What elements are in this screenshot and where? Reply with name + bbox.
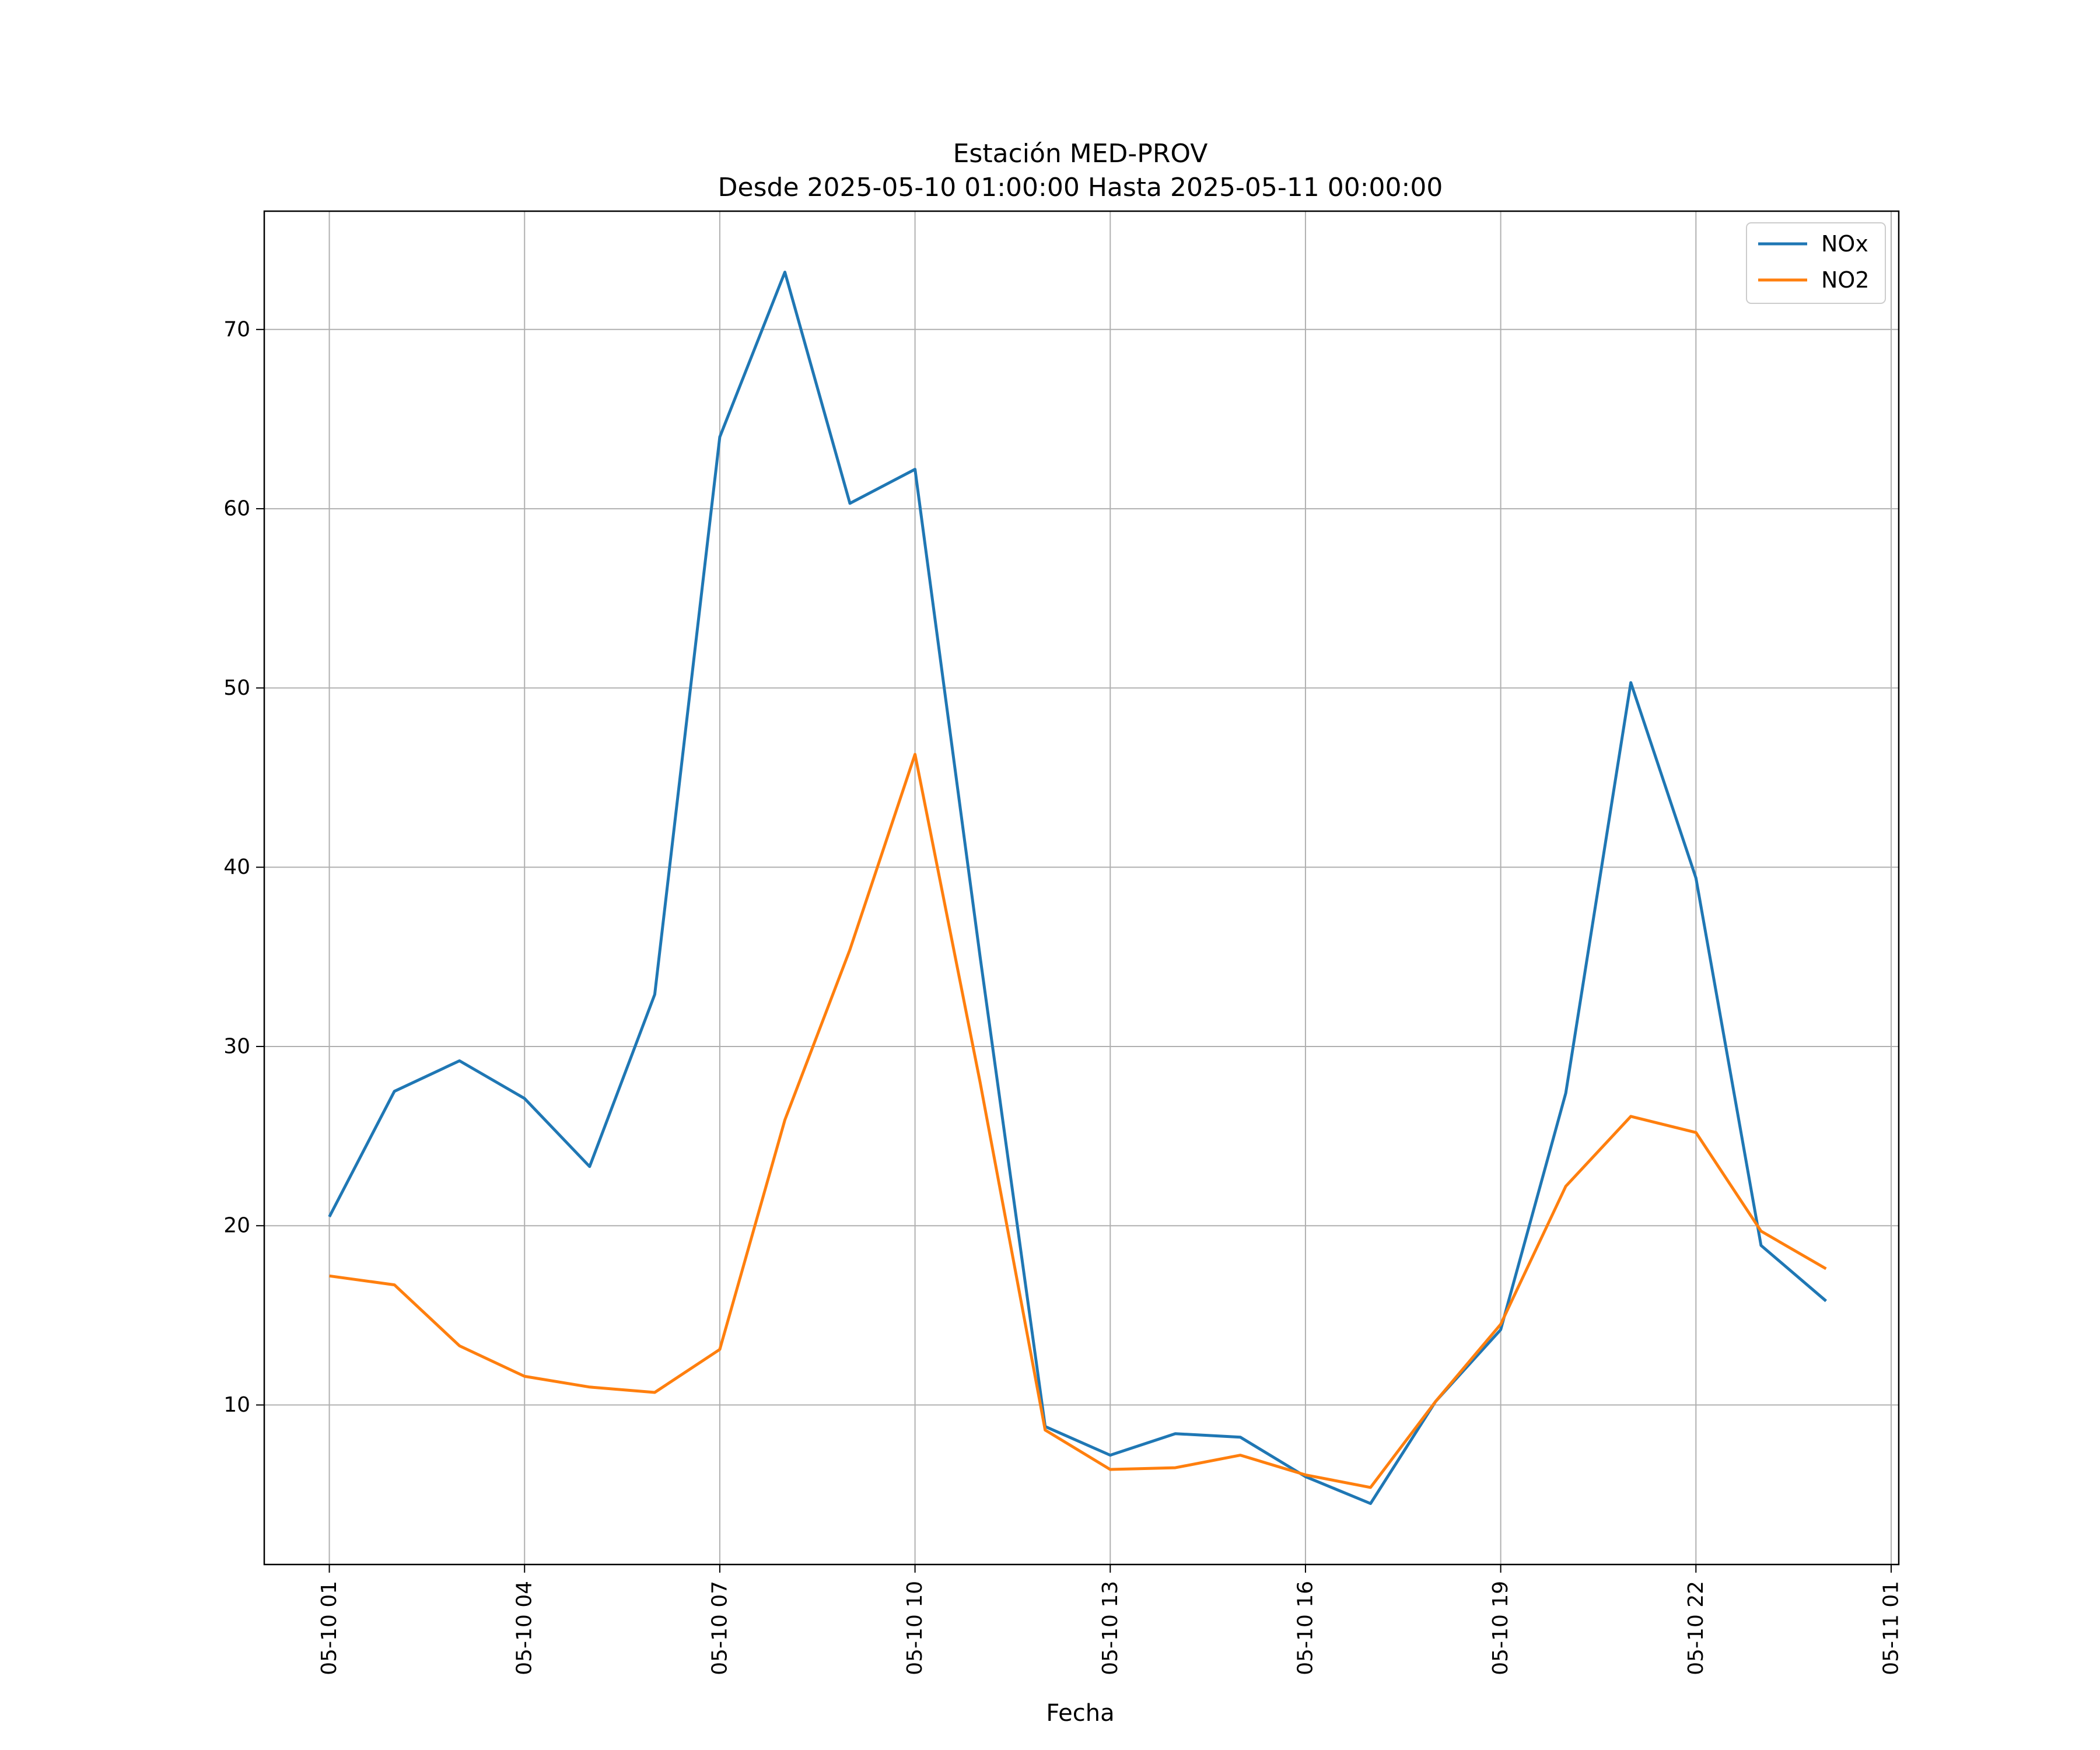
x-tick-label: 05-11 01 bbox=[1879, 1581, 1903, 1675]
y-tick-label: 40 bbox=[223, 855, 250, 879]
x-tick-label: 05-10 07 bbox=[708, 1581, 732, 1675]
chart-title: Estación MED-PROV bbox=[953, 139, 1208, 169]
x-tick-label: 05-10 16 bbox=[1293, 1581, 1317, 1675]
legend-label-nox: NOx bbox=[1821, 231, 1868, 257]
x-tick-label: 05-10 22 bbox=[1684, 1581, 1708, 1675]
series-line-no2 bbox=[329, 752, 1827, 1489]
y-tick-label: 20 bbox=[223, 1214, 250, 1238]
series-lines bbox=[328, 271, 1828, 1505]
x-tick-label: 05-10 10 bbox=[903, 1581, 927, 1675]
legend-label-no2: NO2 bbox=[1821, 267, 1870, 293]
x-tick-label: 05-10 04 bbox=[513, 1581, 537, 1675]
x-tick-label: 05-10 13 bbox=[1098, 1581, 1122, 1675]
y-tick-label: 70 bbox=[223, 317, 250, 341]
y-tick-label: 50 bbox=[223, 676, 250, 700]
grid-lines bbox=[264, 211, 1899, 1564]
axis-ticks: 05-10 01 05-10 04 05-10 07 05-10 10 05-10 13… bbox=[223, 317, 1903, 1675]
x-tick-label: 05-10 01 bbox=[317, 1581, 341, 1675]
x-axis-label: Fecha bbox=[1046, 1700, 1114, 1727]
legend: NOx NO2 bbox=[1746, 222, 1886, 304]
y-tick-label: 30 bbox=[223, 1034, 250, 1058]
y-tick-label: 10 bbox=[223, 1393, 250, 1417]
x-tick-label: 05-10 19 bbox=[1489, 1581, 1513, 1675]
plot-frame bbox=[263, 210, 1900, 1566]
chart-subtitle: Desde 2025-05-10 01:00:00 Hasta 2025-05-… bbox=[718, 173, 1443, 202]
series-line-nox bbox=[328, 271, 1828, 1505]
y-tick-label: 60 bbox=[223, 497, 250, 521]
